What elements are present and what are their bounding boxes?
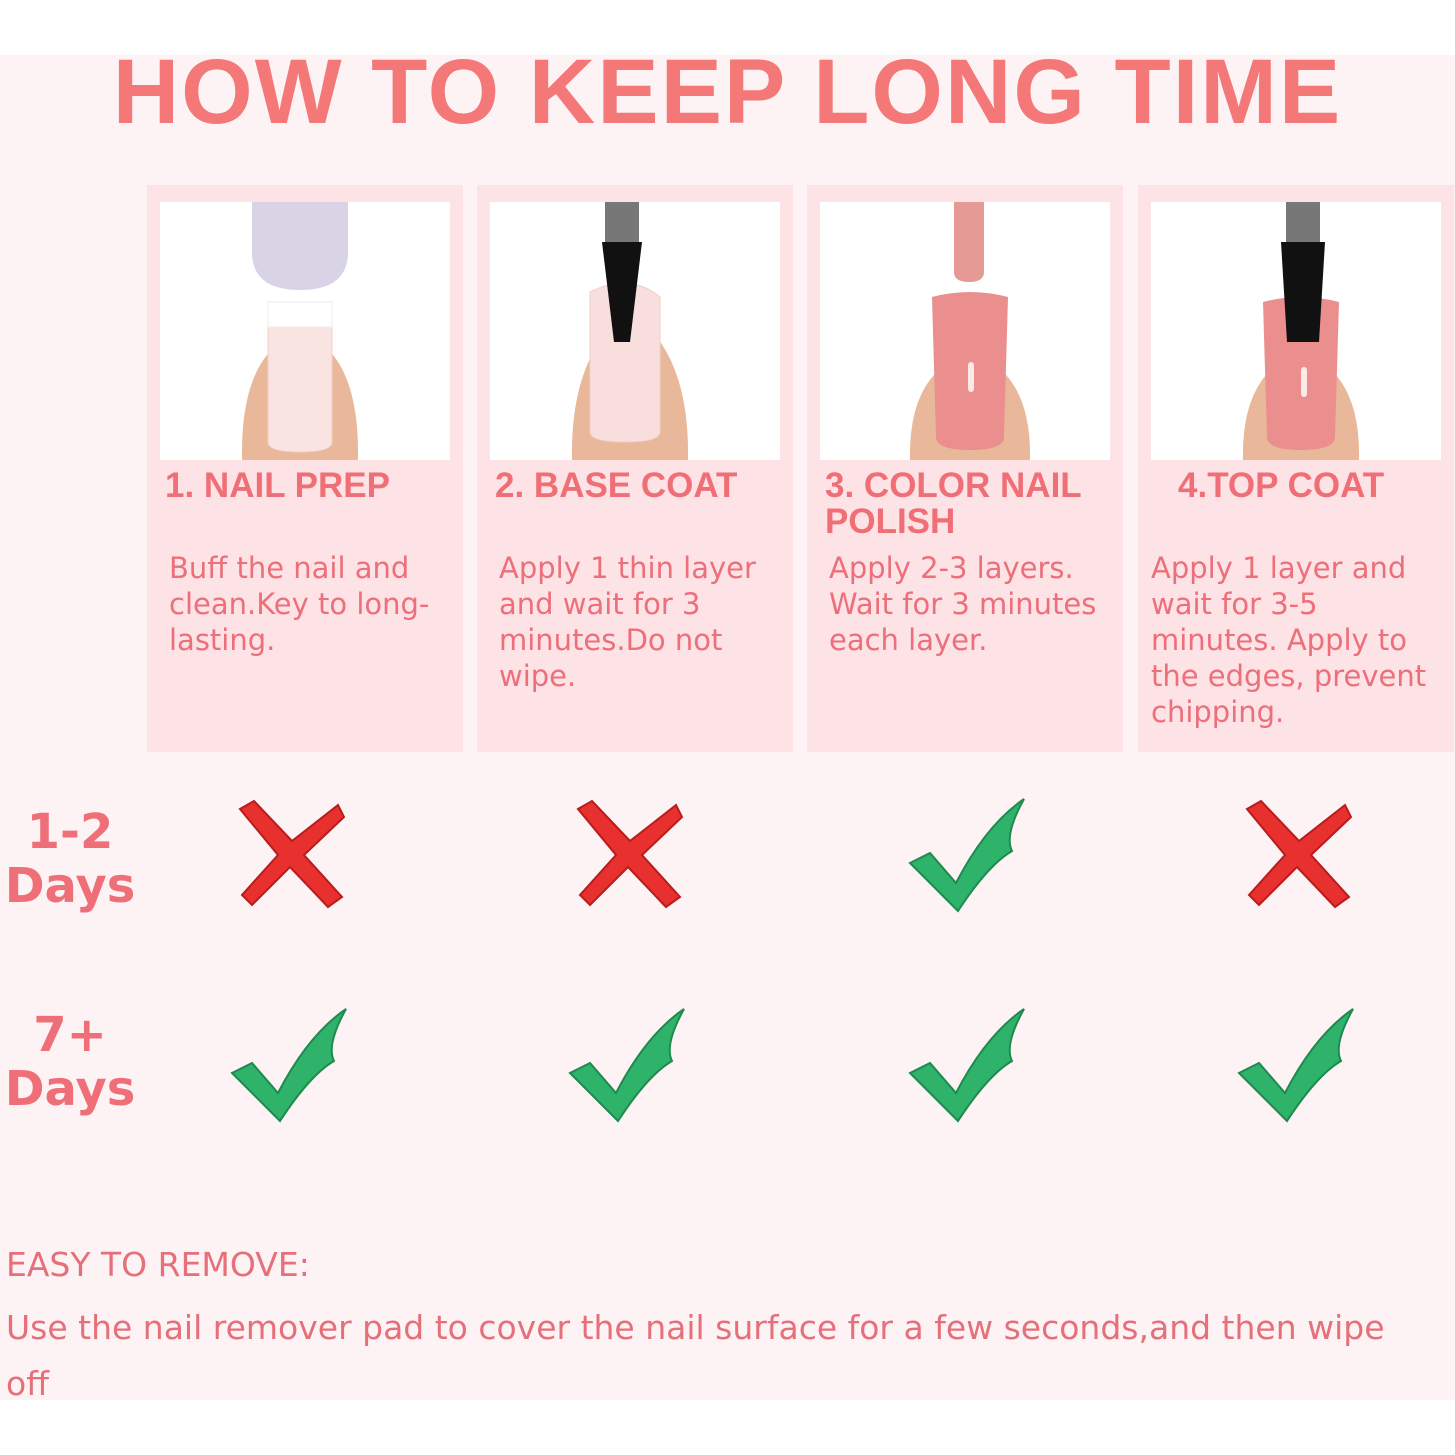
row-label-number: 7+ [33,1007,107,1063]
check-icon [908,795,1028,915]
remove-text: Use the nail remover pad to cover the na… [6,1308,1385,1403]
step-heading: 3. COLOR NAIL POLISH [825,466,1082,541]
cross-icon [568,795,688,915]
step-card-nail-prep: 1. NAIL PREP Buff the nail and clean.Key… [147,185,463,752]
cross-icon [230,795,350,915]
step-text: Apply 2-3 layers. Wait for 3 minutes eac… [829,551,1097,657]
step-heading: 1. NAIL PREP [165,466,390,505]
remove-heading: EASY TO REMOVE: [6,1245,310,1284]
step-text: Buff the nail and clean.Key to long-last… [169,551,430,657]
step-card-base-coat: 2. BASE COAT Apply 1 thin layer and wait… [477,185,793,752]
cross-icon [1237,795,1357,915]
row-label-number: 1-2 [26,804,114,860]
check-icon [568,1005,688,1125]
check-icon [230,1005,350,1125]
row-label-unit: Days [4,858,136,914]
nail-buffer-illustration [160,202,450,460]
row-label-7-plus-days: 7+ Days [0,1008,140,1116]
step-heading: 4.TOP COAT [1178,466,1385,505]
check-icon [1237,1005,1357,1125]
row-label-unit: Days [4,1061,136,1117]
top-coat-illustration [1151,202,1441,460]
step-card-color-nail-polish: 3. COLOR NAIL POLISH Apply 2-3 layers. W… [807,185,1123,752]
step-text: Apply 1 thin layer and wait for 3 minute… [499,551,756,693]
step-card-top-coat: 4.TOP COAT Apply 1 layer and wait for 3-… [1138,185,1454,752]
page-title: HOW TO KEEP LONG TIME [112,41,1343,143]
color-polish-illustration [820,202,1110,460]
row-label-1-2-days: 1-2 Days [0,805,140,913]
check-icon [908,1005,1028,1125]
base-coat-illustration [490,202,780,460]
step-heading: 2. BASE COAT [495,466,738,505]
step-text: Apply 1 layer and wait for 3-5 minutes. … [1151,551,1427,729]
